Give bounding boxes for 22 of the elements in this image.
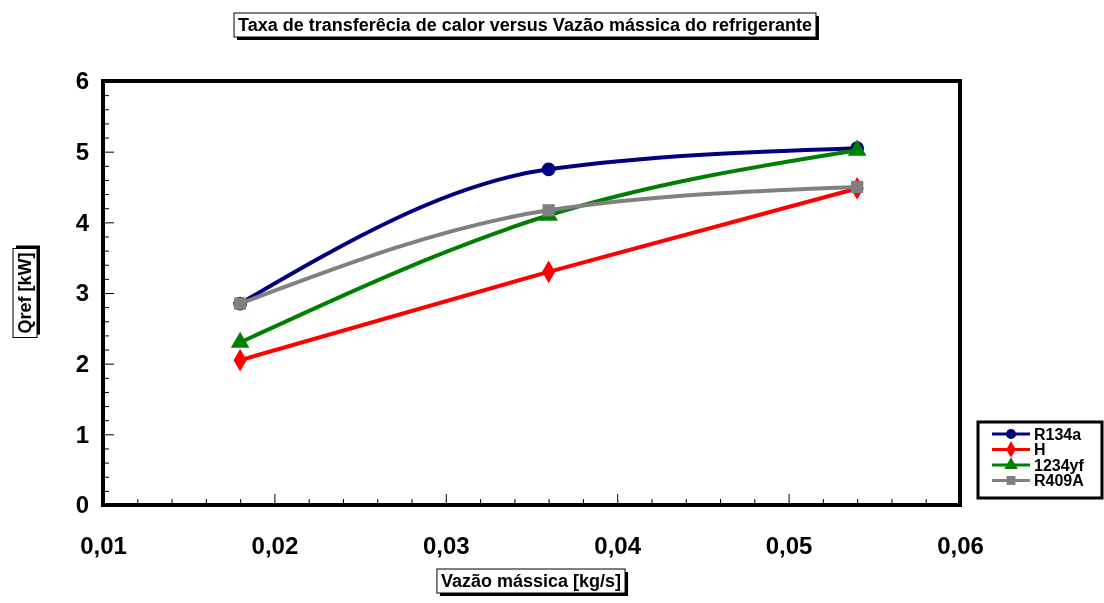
- x-tick-label: 0,02: [251, 532, 299, 560]
- x-tick-label: 0,06: [937, 532, 984, 560]
- y-tick-label: 3: [75, 279, 89, 307]
- point: [851, 180, 864, 194]
- y-tick-label: 4: [75, 208, 90, 236]
- y-tick-label: 6: [75, 67, 89, 95]
- y-tick-label: 2: [75, 349, 89, 377]
- legend-label: H: [1034, 441, 1046, 458]
- x-axis-title: Vazão mássica [kg/s]: [440, 571, 622, 591]
- legend-label: R409A: [1034, 472, 1085, 489]
- y-tick-label: 5: [75, 137, 89, 165]
- chart-title: Taxa de transferêcia de calor versus Vazão mássica do refrigerante: [238, 15, 812, 35]
- legend-label: R134a: [1034, 425, 1082, 443]
- y-axis-title: Qref [kW]: [15, 252, 35, 334]
- x-tick-label: 0,04: [594, 532, 642, 560]
- point: [541, 162, 556, 177]
- x-tick-label: 0,01: [80, 532, 127, 560]
- x-tick-label: 0,05: [765, 532, 813, 560]
- x-tick-label: 0,03: [422, 532, 470, 560]
- y-tick-label: 1: [75, 420, 89, 448]
- y-tick-label: 0: [75, 491, 89, 519]
- legend-label: 1234yf: [1034, 456, 1085, 474]
